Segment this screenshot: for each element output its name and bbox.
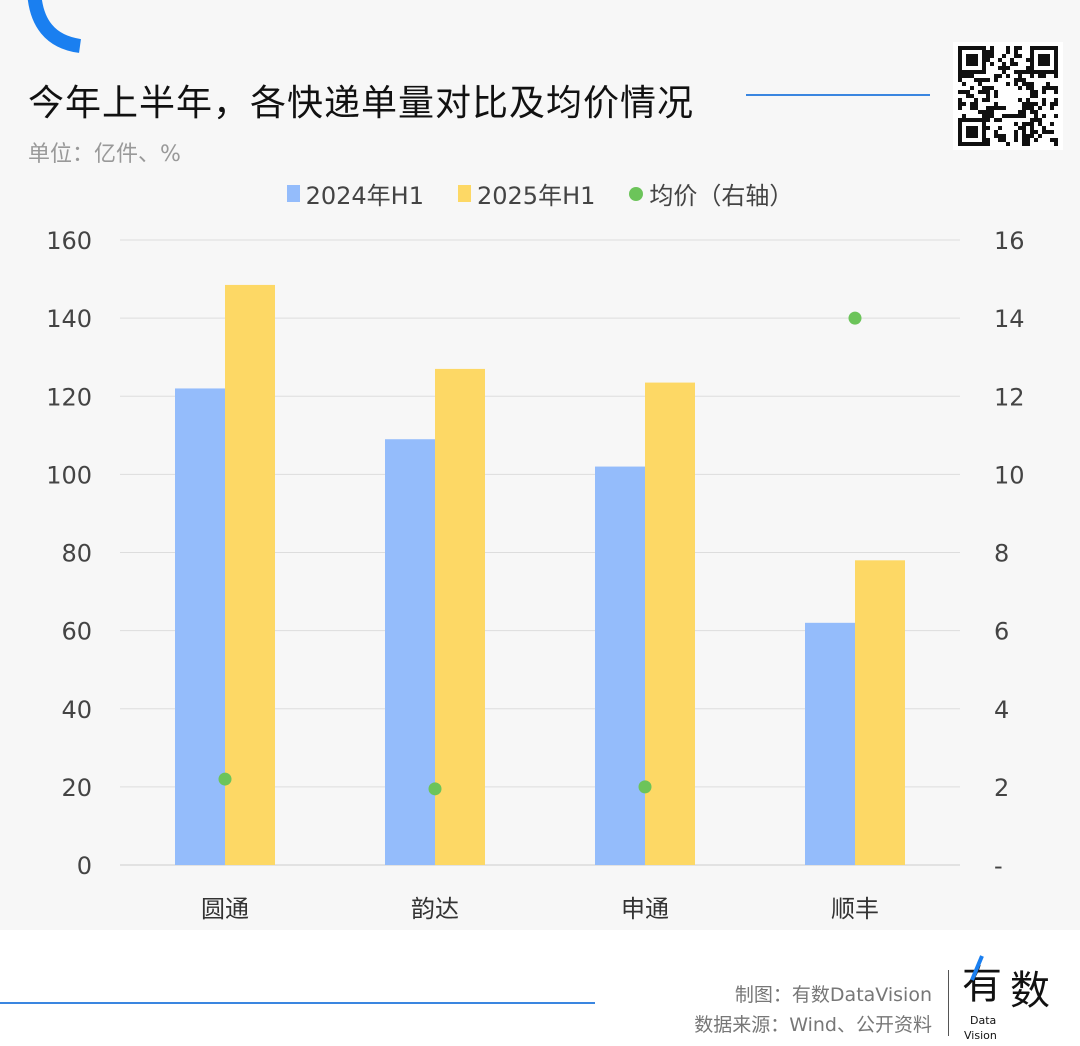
qr-code[interactable]: [953, 42, 1063, 150]
credit-text: 制图：有数DataVision: [734, 984, 932, 1006]
footer-separator: [948, 970, 949, 1036]
bar-2025: [855, 560, 905, 865]
right-tick-label: 4: [994, 696, 1009, 724]
right-tick-label: -: [994, 852, 1003, 880]
legend-label: 均价（右轴）: [649, 182, 794, 210]
bar-2025: [645, 382, 695, 865]
chart-title: 今年上半年，各快递单量对比及均价情况: [28, 83, 695, 124]
left-tick-label: 40: [61, 696, 92, 724]
category-label: 韵达: [411, 895, 459, 923]
bar-2024: [805, 622, 855, 865]
bar-chart: 0 20 40 60 80 100 120 140 160 - 2 4 6 8 10 12 14 16 圆通 韵达 申通…: [46, 227, 1025, 923]
left-tick-label: 120: [46, 383, 92, 411]
category-label: 顺丰: [831, 895, 879, 923]
footer-line: [0, 1002, 595, 1004]
bar-2025: [225, 284, 275, 865]
right-tick-label: 2: [994, 774, 1009, 802]
left-tick-label: 100: [46, 461, 92, 489]
right-tick-label: 14: [994, 305, 1025, 333]
svg-text:Vision: Vision: [964, 1029, 997, 1042]
left-tick-label: 140: [46, 305, 92, 333]
unit-label: 单位：亿件、%: [28, 142, 181, 167]
left-tick-label: 160: [46, 227, 92, 255]
left-tick-label: 0: [77, 852, 92, 880]
credits: 制图：有数DataVision 数据来源：Wind、公开资料: [694, 980, 932, 1040]
right-tick-label: 12: [994, 383, 1025, 411]
right-tick-label: 6: [994, 618, 1009, 646]
legend-label: 2025年H1: [477, 182, 596, 210]
bar-2025: [435, 368, 485, 865]
legend-swatch: [629, 186, 644, 201]
svg-text:Data: Data: [970, 1014, 996, 1027]
bar-2024: [175, 388, 225, 865]
left-tick-label: 20: [61, 774, 92, 802]
legend-item-2025: 2025年H1: [458, 176, 595, 211]
price-point: [428, 782, 442, 796]
legend-item-price: 均价（右轴）: [629, 176, 793, 211]
legend-item-2024: 2024年H1: [286, 176, 424, 211]
left-tick-label: 80: [61, 540, 92, 568]
legend-label: 2024年H1: [305, 182, 424, 210]
legend-swatch: [286, 185, 300, 202]
left-tick-label: 60: [61, 618, 92, 646]
legend-swatch: [458, 185, 471, 202]
footer: 制图：有数DataVision 数据来源：Wind、公开资料 有 数 Data …: [0, 930, 1080, 1046]
category-label: 圆通: [201, 895, 249, 923]
right-tick-label: 8: [994, 540, 1009, 568]
svg-text:数: 数: [1010, 968, 1050, 1014]
price-point: [638, 780, 652, 794]
bar-2024: [385, 439, 435, 865]
price-point: [848, 311, 862, 325]
bar-2024: [595, 466, 645, 865]
source-text: 数据来源：Wind、公开资料: [694, 1014, 932, 1036]
right-tick-label: 10: [994, 461, 1025, 489]
title-divider: [746, 94, 930, 96]
legend: 2024年H1 2025年H1 均价（右轴）: [0, 176, 1080, 211]
decorative-arc: [27, 0, 82, 53]
right-tick-label: 16: [994, 227, 1025, 255]
datavision-logo: 有 数 Data Vision: [962, 955, 1050, 1042]
svg-text:有: 有: [962, 962, 1002, 1008]
price-point: [218, 772, 232, 786]
category-label: 申通: [621, 895, 669, 923]
